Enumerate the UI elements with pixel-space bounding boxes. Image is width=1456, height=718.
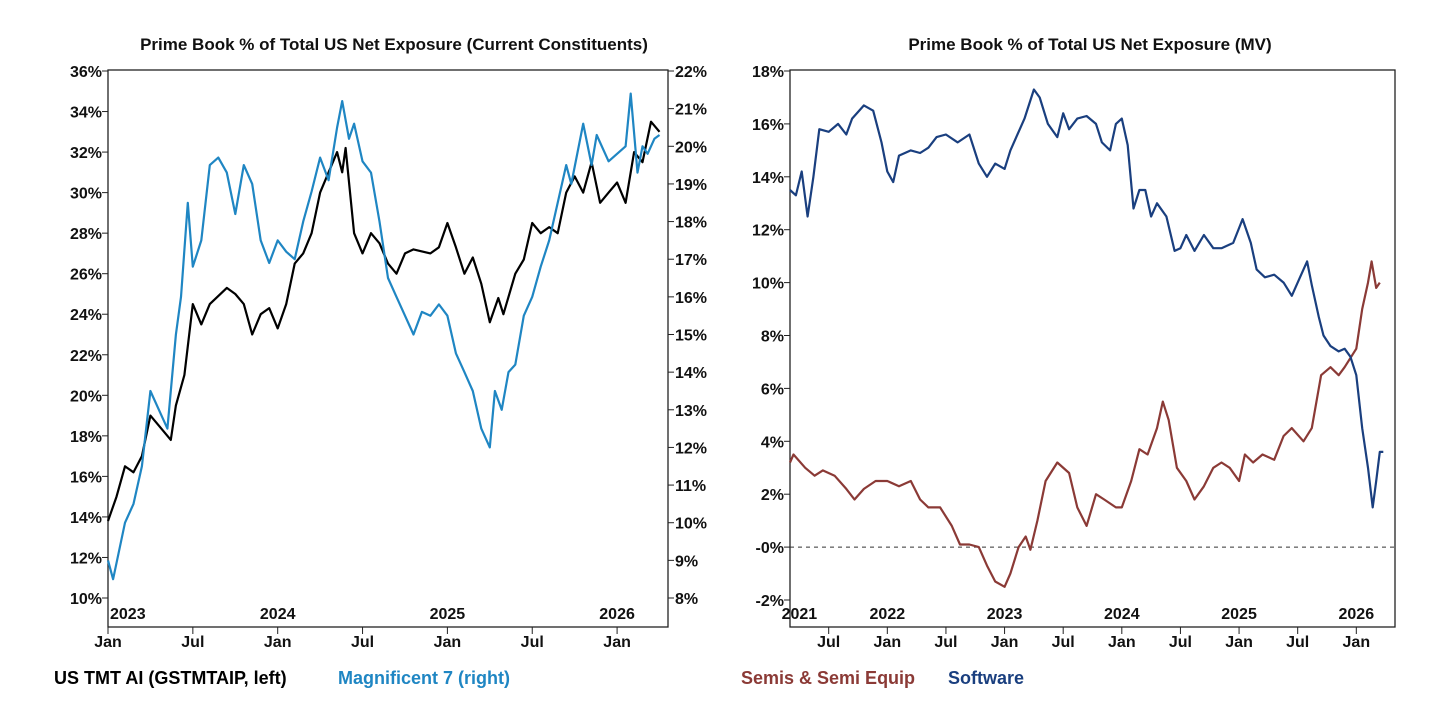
y-tick-label-right: 12% (675, 440, 707, 457)
legend-entry: Magnificent 7 (right) (338, 668, 510, 688)
chart-right: Prime Book % of Total US Net Exposure (M… (741, 35, 1396, 688)
y-tick-label-right: 9% (675, 553, 698, 570)
legend-entry: Semis & Semi Equip (741, 668, 915, 688)
x-tick-label: Jul (181, 634, 204, 651)
x-tick-label: Jul (1286, 634, 1309, 651)
x-tick-label: Jan (603, 634, 631, 651)
series-line-software (789, 88, 1384, 509)
y-tick-label-left: 20% (70, 388, 102, 405)
y-tick-label-left: 28% (70, 226, 102, 243)
x-tick-label: Jan (991, 634, 1019, 651)
y-tick-label-left: 16% (70, 469, 102, 486)
y-tick-label-left: 32% (70, 145, 102, 162)
x-tick-label: Jan (434, 634, 462, 651)
year-label: 2023 (987, 606, 1023, 623)
series-line-us-tmt-ai-gstmtaip-left- (106, 120, 661, 522)
plot-frame (789, 69, 1396, 628)
y-tick-label-left: -0% (756, 540, 784, 557)
x-tick-label: Jul (817, 634, 840, 651)
y-tick-label-right: 17% (675, 252, 707, 269)
y-tick-label-left: 22% (70, 348, 102, 365)
plot-frame (107, 69, 669, 628)
chart-title: Prime Book % of Total US Net Exposure (C… (140, 35, 648, 54)
y-tick-label-left: 2% (761, 487, 784, 504)
x-tick-label: Jul (1169, 634, 1192, 651)
y-tick-label-right: 16% (675, 290, 707, 307)
y-tick-label-left: 30% (70, 186, 102, 203)
chart-title: Prime Book % of Total US Net Exposure (M… (908, 35, 1271, 54)
series-line-magnificent-7-right- (106, 92, 661, 581)
y-tick-label-left: 12% (752, 223, 784, 240)
y-tick-label-right: 18% (675, 215, 707, 232)
x-tick-label: Jul (521, 634, 544, 651)
x-tick-label: Jul (1052, 634, 1075, 651)
y-tick-label-left: 18% (752, 64, 784, 81)
y-tick-label-left: 8% (761, 329, 784, 346)
y-tick-label-left: 14% (70, 510, 102, 527)
legend-entry: US TMT AI (GSTMTAIP, left) (54, 668, 287, 688)
year-label: 2026 (1339, 606, 1375, 623)
year-label: 2026 (599, 606, 635, 623)
y-tick-label-right: 21% (675, 102, 707, 119)
legend-entry: Software (948, 668, 1024, 688)
year-label: 2023 (110, 606, 146, 623)
y-tick-label-left: -2% (756, 593, 784, 610)
series-line-semis-semi-equip (788, 260, 1381, 588)
year-label: 2025 (430, 606, 466, 623)
y-tick-label-right: 14% (675, 365, 707, 382)
y-tick-label-left: 12% (70, 550, 102, 567)
x-tick-label: Jan (1343, 634, 1371, 651)
y-tick-label-left: 16% (752, 117, 784, 134)
y-tick-label-right: 11% (675, 478, 706, 495)
y-tick-label-left: 6% (761, 381, 784, 398)
x-tick-label: Jan (1225, 634, 1253, 651)
y-tick-label-right: 13% (675, 403, 707, 420)
x-tick-label: Jul (351, 634, 374, 651)
y-tick-label-left: 10% (70, 591, 102, 608)
year-label: 2024 (260, 606, 296, 623)
x-tick-label: Jan (94, 634, 122, 651)
year-label: 2024 (1104, 606, 1140, 623)
y-tick-label-left: 24% (70, 307, 102, 324)
y-tick-label-right: 20% (675, 139, 707, 156)
y-tick-label-right: 10% (675, 516, 707, 533)
chart-left: Prime Book % of Total US Net Exposure (C… (54, 35, 707, 688)
x-tick-label: Jan (874, 634, 902, 651)
y-tick-label-left: 14% (752, 170, 784, 187)
year-label: 2022 (870, 606, 906, 623)
x-tick-label: Jan (264, 634, 292, 651)
year-label: 2021 (782, 606, 818, 623)
year-label: 2025 (1221, 606, 1257, 623)
x-tick-label: Jul (934, 634, 957, 651)
y-tick-label-left: 34% (70, 105, 102, 122)
y-tick-label-left: 10% (752, 276, 784, 293)
y-tick-label-right: 19% (675, 177, 707, 194)
y-tick-label-right: 15% (675, 328, 707, 345)
y-tick-label-left: 18% (70, 429, 102, 446)
y-tick-label-right: 8% (675, 591, 698, 608)
y-tick-label-left: 26% (70, 267, 102, 284)
y-tick-label-left: 36% (70, 64, 102, 81)
y-tick-label-left: 4% (761, 434, 784, 451)
x-tick-label: Jan (1108, 634, 1136, 651)
y-tick-label-right: 22% (675, 64, 707, 81)
